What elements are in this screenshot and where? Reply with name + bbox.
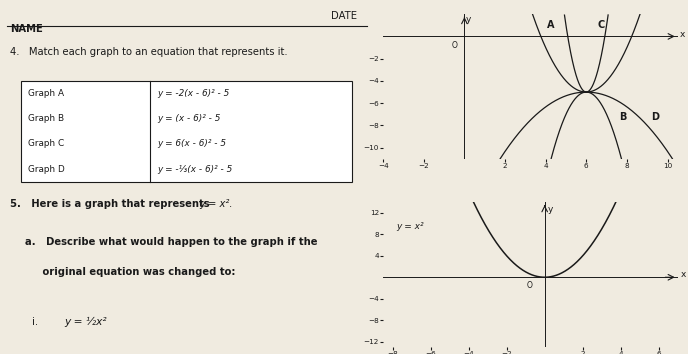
Text: C: C xyxy=(597,19,605,29)
Text: y = ½x²: y = ½x² xyxy=(65,316,107,327)
Text: O: O xyxy=(451,41,458,50)
Text: Graph C: Graph C xyxy=(28,139,65,148)
Text: NAME: NAME xyxy=(10,24,43,34)
Bar xyxy=(21,81,352,182)
Text: y = x²: y = x² xyxy=(396,222,424,231)
Text: original equation was changed to:: original equation was changed to: xyxy=(25,267,235,277)
Text: i.: i. xyxy=(32,316,39,327)
Text: Graph A: Graph A xyxy=(28,89,65,98)
Text: 4.   Match each graph to an equation that represents it.: 4. Match each graph to an equation that … xyxy=(10,47,288,57)
Text: a.   Describe what would happen to the graph if the: a. Describe what would happen to the gra… xyxy=(25,237,317,247)
Text: y = 6(x - 6)² - 5: y = 6(x - 6)² - 5 xyxy=(158,139,226,148)
Text: y = x².: y = x². xyxy=(200,199,233,209)
Text: x: x xyxy=(680,30,685,39)
Text: y = (x - 6)² - 5: y = (x - 6)² - 5 xyxy=(158,114,221,123)
Text: D: D xyxy=(652,112,659,122)
Text: 5.   Here is a graph that represents: 5. Here is a graph that represents xyxy=(10,199,213,209)
Text: y = -⅓(x - 6)² - 5: y = -⅓(x - 6)² - 5 xyxy=(158,165,233,174)
Text: y = -2(x - 6)² - 5: y = -2(x - 6)² - 5 xyxy=(158,89,230,98)
Text: A: A xyxy=(547,19,554,29)
Text: DATE: DATE xyxy=(331,11,357,21)
Text: x: x xyxy=(680,270,686,279)
Text: B: B xyxy=(619,112,626,122)
Text: y: y xyxy=(548,205,553,214)
Text: Graph B: Graph B xyxy=(28,114,65,123)
Text: O: O xyxy=(526,281,533,290)
Text: Graph D: Graph D xyxy=(28,165,65,174)
Text: y: y xyxy=(466,15,471,24)
